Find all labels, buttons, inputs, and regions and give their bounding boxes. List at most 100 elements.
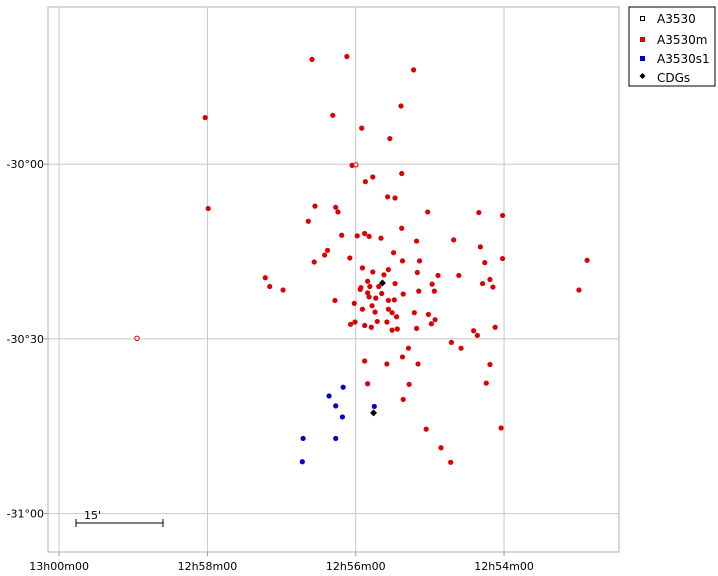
series-a3530s1 (299, 384, 377, 465)
point-a3530m-12 (349, 162, 355, 168)
point-a3530m-51 (376, 283, 382, 290)
legend-marker-cdgs (639, 73, 646, 79)
point-a3530m-57 (267, 283, 273, 290)
point-a3530m-82 (428, 321, 434, 327)
scale-bar-label: 15' (84, 509, 101, 522)
point-a3530s1-0 (340, 384, 346, 390)
point-a3530m-47 (487, 276, 493, 283)
legend-label-a3530m: A3530m (657, 33, 707, 47)
x-tick-label-1: 12h58m00 (178, 560, 238, 573)
point-a3530m-10 (385, 194, 391, 200)
point-a3530m-50 (367, 283, 373, 290)
point-a3530m-30 (324, 247, 331, 253)
point-a3530m-66 (400, 291, 406, 297)
point-a3530m-46 (456, 272, 462, 279)
point-a3530m-4 (330, 112, 336, 118)
point-a3530m-89 (389, 327, 395, 333)
point-a3530m-107 (423, 426, 429, 432)
point-a3530m-92 (474, 332, 480, 338)
point-a3530m-25 (362, 230, 368, 237)
point-a3530m-45 (435, 272, 441, 279)
point-a3530m-94 (448, 339, 455, 345)
legend-marker-a3530 (640, 16, 645, 21)
point-a3530m-65 (391, 297, 397, 303)
point-a3530m-39 (584, 257, 590, 263)
point-a3530m-7 (399, 170, 405, 177)
point-a3530m-68 (431, 288, 437, 294)
series-a3530m (202, 53, 590, 465)
point-a3530m-71 (359, 306, 366, 312)
point-a3530m-98 (362, 358, 368, 364)
point-a3530m-29 (477, 244, 483, 250)
point-a3530m-88 (368, 324, 374, 330)
y-tick-label-2: -31°00 (7, 508, 44, 521)
legend: A3530 A3530m A3530s1 CDGs (628, 6, 716, 87)
point-a3530m-2 (410, 67, 417, 73)
point-a3530m-74 (332, 297, 338, 304)
x-tick-label-3: 12h54m00 (474, 560, 534, 573)
y-tick-label-0: -30°00 (7, 158, 44, 171)
point-a3530m-14 (312, 203, 318, 209)
point-cdgs-1 (370, 409, 378, 417)
point-a3530m-102 (406, 381, 412, 387)
point-a3530m-16 (335, 209, 341, 215)
point-a3530m-73 (372, 309, 378, 315)
point-a3530m-83 (384, 319, 390, 325)
point-a3530m-62 (373, 295, 379, 301)
point-a3530m-106 (498, 425, 504, 431)
point-a3530m-97 (399, 354, 406, 360)
point-a3530m-105 (400, 396, 406, 403)
point-a3530m-5 (359, 125, 365, 131)
point-a3530m-95 (458, 345, 464, 351)
point-a3530m-38 (482, 260, 488, 266)
point-a3530m-26 (378, 235, 384, 241)
point-a3530m-103 (487, 361, 493, 368)
point-a3530m-15 (333, 204, 339, 210)
point-a3530s1-5 (333, 435, 339, 442)
point-a3530m-54 (479, 280, 486, 287)
point-a3530m-32 (311, 259, 317, 265)
point-a3530m-43 (385, 267, 391, 273)
legend-label-a3530s1: A3530s1 (657, 52, 710, 66)
point-a3530m-59 (357, 286, 363, 292)
series-cdgs (370, 279, 386, 417)
point-a3530m-61 (366, 294, 372, 300)
point-a3530m-55 (490, 284, 496, 290)
point-a3530m-9 (362, 179, 368, 185)
point-a3530m-40 (359, 265, 366, 271)
point-a3530m-28 (451, 237, 457, 243)
point-a3530m-3 (398, 103, 404, 109)
point-a3530m-41 (370, 269, 376, 275)
point-a3530m-42 (381, 272, 387, 278)
point-a3530m-91 (413, 325, 420, 332)
point-a3530m-6 (387, 135, 393, 142)
point-a3530m-11 (392, 195, 398, 201)
point-a3530m-22 (339, 232, 345, 238)
point-a3530m-17 (425, 209, 431, 215)
point-a3530m-104 (483, 380, 489, 386)
point-a3530m-77 (393, 314, 400, 320)
point-a3530m-85 (352, 319, 358, 325)
point-a3530m-20 (305, 218, 311, 224)
point-a3530m-110 (202, 115, 208, 121)
point-a3530m-87 (362, 322, 368, 329)
point-a3530m-90 (394, 326, 400, 332)
point-a3530s1-1 (326, 393, 332, 399)
point-a3530m-72 (369, 303, 375, 309)
points-layer (134, 53, 590, 465)
point-a3530m-86 (347, 321, 354, 327)
point-a3530m-56 (262, 275, 268, 281)
point-a3530m-44 (414, 269, 420, 276)
point-a3530m-81 (492, 324, 498, 330)
point-a3530m-31 (322, 252, 328, 258)
point-a3530m-96 (405, 345, 411, 351)
point-a3530m-70 (351, 300, 357, 306)
point-a3530m-67 (416, 288, 422, 294)
point-a3530m-21 (399, 225, 405, 231)
x-tick-label-2: 12h56m00 (326, 560, 386, 573)
point-a3530m-27 (413, 238, 420, 244)
point-a3530m-33 (347, 255, 353, 261)
point-a3530m-37 (499, 255, 506, 262)
scale-bar: 15' (75, 509, 164, 527)
